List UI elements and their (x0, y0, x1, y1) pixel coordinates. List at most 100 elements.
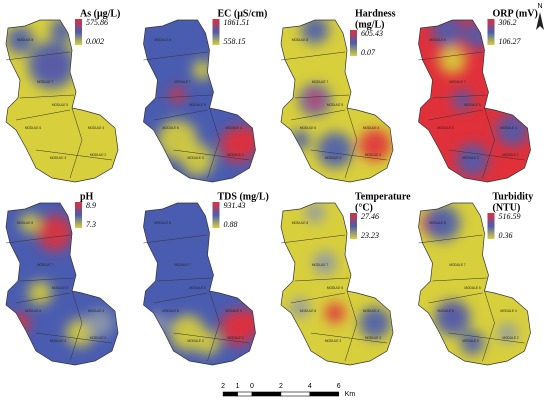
legend-title: Temperature (355, 191, 411, 202)
module-label: MODULE 3 (50, 156, 67, 160)
map-outline (418, 202, 531, 366)
legend-bar (212, 19, 220, 45)
module-label: MODULE 7 (449, 263, 466, 267)
module-label: MODULE 2 (227, 336, 244, 340)
map-blob (37, 215, 73, 251)
map-blob (147, 313, 168, 333)
module-boundary (418, 51, 483, 61)
module-label: MODULE 6 (162, 126, 179, 130)
scale-segment (237, 391, 253, 397)
module-boundary (173, 332, 250, 344)
module-boundary (432, 94, 487, 99)
module-boundary (69, 107, 83, 179)
map-blob (86, 309, 114, 337)
module-label: MODULE 7 (449, 80, 466, 84)
map-fill (6, 203, 118, 365)
map-panel: MODULE 8 MODULE 7 MODULE 6 MODULE 5 MODULE 4… (5, 191, 119, 366)
module-label: MODULE 4 (88, 126, 105, 130)
module-boundary (418, 234, 483, 244)
module-boundary (428, 292, 483, 304)
map-blob (359, 307, 391, 339)
module-label: MODULE 8 (292, 38, 309, 42)
module-boundary (432, 277, 487, 282)
module-label: MODULE 4 (88, 309, 105, 313)
map-blob (10, 313, 30, 333)
map-blobs (147, 309, 256, 355)
module-label: MODULE 7 (37, 80, 54, 84)
map-blob (28, 281, 52, 305)
module-label: MODULE 8 (154, 38, 171, 42)
map-blob (308, 93, 322, 107)
map-blob (20, 213, 40, 233)
legend-bar (487, 213, 495, 239)
map-blob (195, 331, 220, 355)
map-blob (463, 21, 492, 49)
legend-bar (75, 202, 82, 228)
legend-title: TDS (mg/L) (218, 191, 269, 202)
map-blob (305, 203, 325, 223)
map-blob (181, 144, 214, 176)
map-blob (50, 20, 74, 42)
module-boundary (428, 109, 483, 121)
module-label: MODULE 8 (429, 221, 446, 225)
module-boundary (157, 277, 212, 282)
module-label: MODULE 5 (52, 286, 69, 290)
scale-bar: 2 1 0 2 4 6 Km (221, 383, 355, 398)
map-blob (313, 251, 337, 275)
module-label: MODULE 5 (327, 286, 344, 290)
module-label: MODULE 4 (500, 126, 517, 130)
module-label: MODULE 4 (225, 126, 242, 130)
module-boundary (15, 109, 71, 121)
map-outline (143, 202, 256, 366)
map-fill (281, 20, 393, 182)
map-panel: MODULE 8 MODULE 7 MODULE 6 MODULE 5 MODULE 4… (280, 191, 411, 366)
legend-bar (350, 213, 357, 239)
module-label: MODULE 6 (25, 309, 42, 313)
module-label: MODULE 6 (300, 126, 317, 130)
module-boundary (448, 149, 525, 161)
module-boundary (310, 332, 388, 344)
legend-max: 516.59 (499, 212, 521, 221)
map-base (281, 203, 393, 365)
module-boundary (344, 290, 358, 362)
module-boundary (35, 332, 113, 344)
module-label: MODULE 6 (162, 309, 179, 313)
map-fill (6, 20, 118, 182)
module-label: MODULE 6 (25, 126, 42, 130)
module-label: MODULE 3 (325, 156, 342, 160)
legend-title: ORP (mV) (493, 8, 538, 19)
module-label: MODULE 2 (90, 153, 107, 157)
module-boundary (143, 234, 208, 244)
map-fill (418, 20, 531, 182)
map-blob (496, 114, 529, 146)
legend-min: 7.3 (86, 220, 96, 229)
module-label: MODULE 8 (292, 221, 309, 225)
map-blob (6, 26, 34, 54)
legend-max: 1861.51 (224, 18, 250, 27)
module-boundary (207, 290, 220, 362)
module-boundary (153, 109, 208, 121)
map-blob (460, 331, 485, 355)
module-boundary (482, 107, 495, 179)
legend-max: 27.46 (361, 212, 379, 221)
legend-title: (mg/L) (355, 19, 384, 30)
legend-title: Hardness (355, 8, 396, 19)
legend-max: 605.43 (361, 29, 383, 38)
module-label: MODULE 5 (52, 103, 69, 107)
module-boundary (69, 290, 83, 362)
module-boundary (173, 149, 250, 161)
map-outline (5, 202, 119, 366)
module-label: MODULE 4 (363, 309, 380, 313)
map-blob (317, 132, 353, 168)
legend-min: 23.23 (361, 231, 379, 240)
legend-title: EC (μS/cm) (218, 8, 268, 19)
legend-max: 8.9 (86, 201, 96, 210)
scale-segment (280, 391, 311, 397)
legend-bar (350, 30, 357, 56)
map-panel: MODULE 8 MODULE 7 MODULE 6 MODULE 5 MODULE 4… (143, 8, 268, 183)
module-label: MODULE 4 (363, 126, 380, 130)
scale-label: 2 (221, 383, 225, 390)
module-boundary (290, 109, 346, 121)
